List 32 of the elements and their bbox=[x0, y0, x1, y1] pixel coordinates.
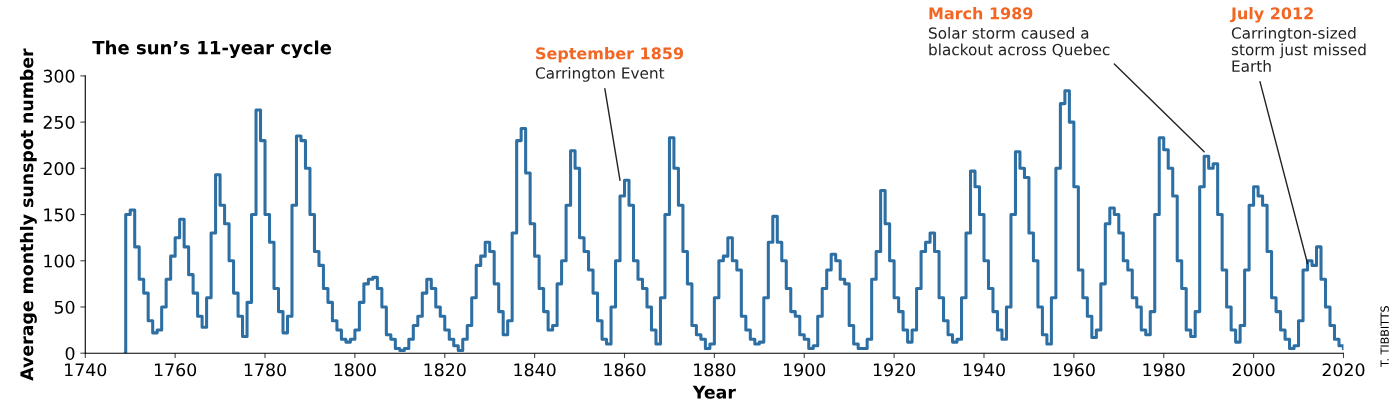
x-tick-label: 1800 bbox=[334, 363, 376, 377]
x-tick-label: 1980 bbox=[1143, 363, 1185, 377]
x-tick-label: 2020 bbox=[1322, 363, 1365, 377]
text: July 2012 bbox=[1230, 7, 1313, 23]
y-axis-title: Average monthly sunspot number bbox=[19, 48, 37, 381]
y-tick-label: 100 bbox=[44, 254, 75, 268]
annotation: Solar storm caused a blackout across Quebec bbox=[929, 27, 1110, 58]
x-tick-label: 1900 bbox=[784, 363, 826, 377]
chart-title: The sun’s 11-year cycle bbox=[92, 40, 332, 59]
y-tick-label: 200 bbox=[43, 162, 75, 176]
text: September 1859 bbox=[536, 47, 684, 63]
x-tick-label: 1760 bbox=[154, 363, 197, 377]
x-tick-label: 2000 bbox=[1232, 363, 1275, 377]
x-tick-label: 1740 bbox=[65, 363, 107, 377]
y-tick-label: 0 bbox=[65, 346, 75, 361]
y-tick-label: 300 bbox=[43, 69, 75, 83]
annotation: Carrington-sized storm just missed Earth bbox=[1231, 27, 1366, 72]
x-tick-label: 1780 bbox=[244, 363, 286, 377]
y-tick-label: 250 bbox=[43, 115, 75, 129]
x-tick-label: 1820 bbox=[424, 363, 466, 377]
x-tick-label: 1940 bbox=[963, 363, 1005, 377]
text: March 1989 bbox=[929, 7, 1033, 20]
x-tick-label: 1860 bbox=[604, 363, 646, 377]
x-tick-label: 1920 bbox=[873, 363, 916, 377]
text: T. TIBBITTS bbox=[1380, 306, 1389, 367]
x-tick-label: 1840 bbox=[514, 363, 556, 377]
y-tick-label: 150 bbox=[44, 208, 75, 222]
x-tick-label: 1960 bbox=[1053, 363, 1095, 377]
x-tick-label: 1880 bbox=[694, 363, 736, 377]
annotation: Carrington Event bbox=[535, 67, 665, 82]
x-axis-title: Year bbox=[692, 385, 736, 399]
y-tick-label: 50 bbox=[54, 300, 75, 314]
